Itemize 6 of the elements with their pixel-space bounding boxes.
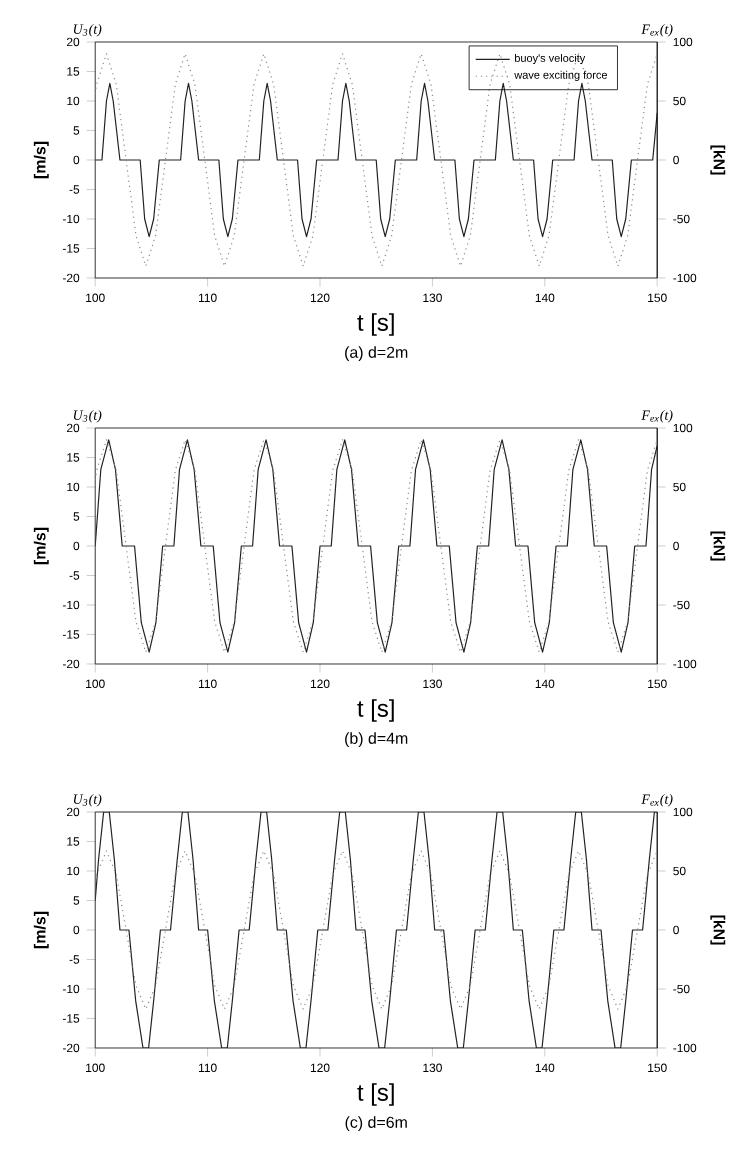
x-axis-title: t [s] [357, 699, 395, 722]
line-series [95, 53, 658, 267]
line-series [95, 812, 658, 1048]
x-axis-title: t [s] [357, 1083, 395, 1106]
line-series [95, 82, 658, 238]
x-axis-title: t [s] [357, 313, 395, 336]
